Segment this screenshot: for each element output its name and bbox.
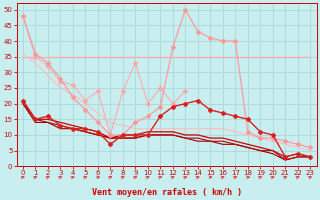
X-axis label: Vent moyen/en rafales ( km/h ): Vent moyen/en rafales ( km/h ) — [92, 188, 242, 197]
